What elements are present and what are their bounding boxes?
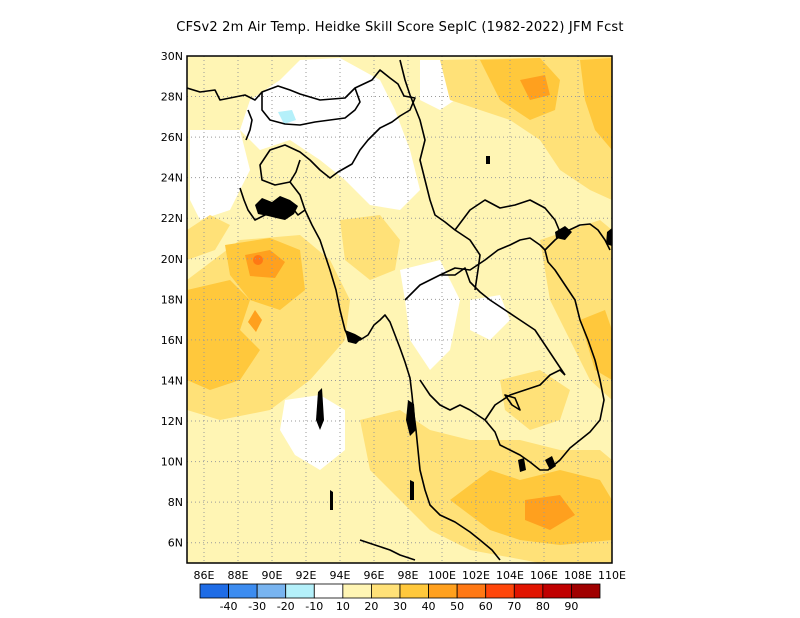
lon-label: 102E bbox=[462, 569, 490, 582]
colorbar-swatch bbox=[542, 583, 572, 599]
colorbar-swatch bbox=[456, 583, 487, 599]
colorbar-swatch bbox=[285, 583, 315, 599]
lon-label: 100E bbox=[428, 569, 456, 582]
lon-label: 104E bbox=[496, 569, 524, 582]
coastlines-borders bbox=[187, 59, 611, 561]
colorbar-swatch bbox=[399, 583, 429, 599]
lat-label: 30N bbox=[161, 50, 183, 63]
colorbar-label: 90 bbox=[564, 600, 578, 613]
lon-label: 98E bbox=[398, 569, 419, 582]
map-title: CFSv2 2m Air Temp. Heidke Skill Score Se… bbox=[176, 20, 624, 35]
gridlines bbox=[187, 56, 612, 563]
delta-island-marks bbox=[255, 156, 612, 510]
lat-label: 22N bbox=[161, 212, 183, 225]
colorbar-label: 40 bbox=[422, 600, 436, 613]
lat-label: 16N bbox=[161, 334, 183, 347]
lon-label: 96E bbox=[364, 569, 385, 582]
colorbar-label: 20 bbox=[364, 600, 378, 613]
lat-label: 6N bbox=[168, 537, 183, 550]
lat-label: 20N bbox=[161, 253, 183, 266]
lat-label: 8N bbox=[168, 496, 183, 509]
colorbar-swatch bbox=[228, 583, 258, 599]
colorbar-label: 60 bbox=[479, 600, 493, 613]
colorbar-swatch bbox=[485, 583, 515, 599]
colorbar-swatch bbox=[571, 583, 601, 599]
colorbar-label: -30 bbox=[248, 600, 266, 613]
colorbar-swatch bbox=[428, 583, 458, 599]
lat-label: 28N bbox=[161, 91, 183, 104]
lat-label: 26N bbox=[161, 131, 183, 144]
lon-label: 110E bbox=[598, 569, 626, 582]
colorbar-label: 80 bbox=[536, 600, 550, 613]
colorbar-swatch bbox=[513, 583, 544, 599]
skill-score-field bbox=[187, 56, 612, 563]
colorbar-label: -40 bbox=[220, 600, 238, 613]
lon-label: 94E bbox=[330, 569, 351, 582]
colorbar-label: 30 bbox=[393, 600, 407, 613]
latitude-labels: 30N 28N 26N 24N 22N 20N 18N 16N 14N 12N 10N 8N 6N bbox=[161, 50, 183, 550]
colorbar-swatch bbox=[342, 583, 372, 599]
lon-label: 86E bbox=[194, 569, 215, 582]
colorbar-swatch bbox=[371, 583, 401, 599]
lat-label: 24N bbox=[161, 172, 183, 185]
lon-label: 92E bbox=[296, 569, 317, 582]
colorbar bbox=[199, 583, 601, 599]
lat-label: 14N bbox=[161, 374, 183, 387]
colorbar-swatch bbox=[313, 583, 344, 599]
colorbar-swatch bbox=[199, 583, 229, 599]
colorbar-label: -10 bbox=[305, 600, 323, 613]
colorbar-label: 50 bbox=[450, 600, 464, 613]
lat-label: 10N bbox=[161, 456, 183, 469]
lon-label: 106E bbox=[530, 569, 558, 582]
longitude-labels: 86E 88E 90E 92E 94E 96E 98E 100E 102E 104E 106E 108… bbox=[194, 569, 626, 582]
colorbar-swatch bbox=[256, 583, 287, 599]
lat-label: 12N bbox=[161, 415, 183, 428]
colorbar-label: 70 bbox=[507, 600, 521, 613]
colorbar-labels: -40 -30 -20 -10 10 20 30 40 50 60 70 80 90 bbox=[220, 600, 579, 613]
colorbar-label: 10 bbox=[336, 600, 350, 613]
map-frame bbox=[186, 55, 613, 564]
lon-label: 88E bbox=[228, 569, 249, 582]
lon-label: 90E bbox=[262, 569, 283, 582]
colorbar-label: -20 bbox=[277, 600, 295, 613]
lat-label: 18N bbox=[161, 293, 183, 306]
lon-label: 108E bbox=[564, 569, 592, 582]
